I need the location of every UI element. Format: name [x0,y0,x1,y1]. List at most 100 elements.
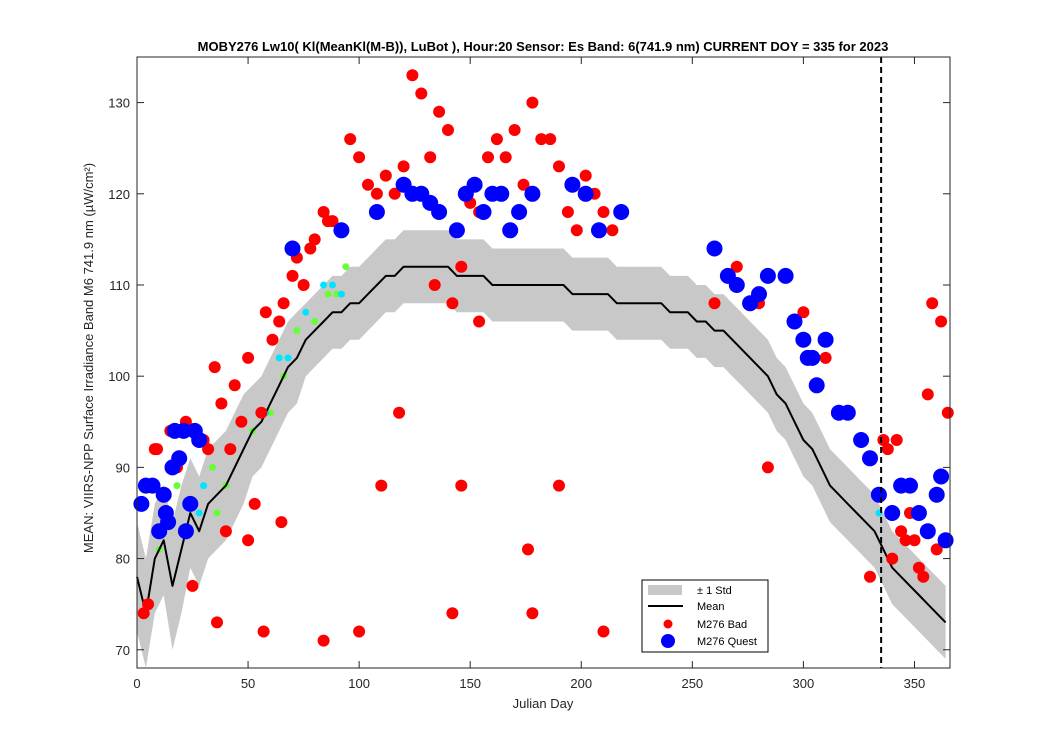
quest-point [919,523,936,540]
cyan-point [284,354,292,362]
bad-point [257,625,270,638]
quest-point [706,240,723,257]
quest-point [795,331,812,348]
bad-point [297,279,310,291]
quest-point [591,222,607,239]
bad-point [202,443,215,456]
bad-point [235,415,248,428]
cyan-point [275,354,283,362]
bad-point [344,133,357,146]
bad-point [208,361,221,374]
bad-point [308,233,321,246]
quest-point [937,532,954,549]
bad-point [397,160,410,173]
bad-point [224,443,237,456]
bad-point [406,69,419,82]
green-point [293,327,301,335]
cyan-point [195,509,203,517]
cyan-point [302,308,310,316]
bad-point [266,333,279,346]
bad-point [522,543,534,556]
bad-point [877,434,890,446]
bad-point [544,133,557,146]
bad-point [151,443,163,456]
quest-point [910,505,927,521]
quest-point [817,331,834,348]
x-tick-label: 50 [241,676,255,691]
bad-point [455,479,468,492]
green-point [342,263,350,271]
quest-point [853,432,870,448]
bad-point [326,215,339,228]
plot-area: 0 50 100 150 200 250 300 350 70 80 90 100 110 120 130 [108,56,954,691]
bad-point [930,543,943,556]
chart-title: MOBY276 Lw10( Kl(MeanKl(M-B)), LuBot ), … [198,39,889,54]
mean-line [136,265,947,624]
quest-point [493,185,510,202]
bad-point [499,151,512,164]
bad-point [921,388,934,401]
bad-point [433,105,446,118]
y-tick-label: 130 [108,96,130,111]
quest-point [171,450,188,467]
bad-point [215,397,228,410]
bad-point [819,351,832,364]
bad-point [535,133,548,146]
legend-bad-label: M276 Bad [697,619,747,631]
bad-point [446,607,459,620]
bad-point [941,406,954,419]
axes-frame [136,56,951,669]
bad-point [393,406,406,419]
quest-point [862,450,878,467]
y-tick-label: 100 [108,369,130,384]
bad-point [908,534,921,547]
green-point [324,290,332,298]
bad-point [597,206,610,218]
quest-point [191,432,208,448]
bad-point [186,579,199,592]
bad-point [553,160,565,173]
cyan-point [337,290,345,298]
bad-point [375,479,388,492]
bad-point [353,625,366,638]
green-point [173,482,181,490]
quest-point [902,477,918,494]
bad-point [708,297,721,310]
quest-point [777,267,794,284]
bad-point [317,634,330,647]
bad-point [881,443,894,456]
quest-point [160,514,177,531]
bad-point [415,87,428,100]
bad-point [137,607,150,620]
cyan-point [329,281,336,289]
quest-point [502,222,519,239]
bad-point [899,534,912,547]
quest-point [475,204,492,220]
green-point [213,509,221,517]
legend: ± 1 Std Mean M276 Bad M276 Quest [641,579,769,653]
quest-point [933,468,950,485]
bad-point [442,124,454,136]
quest-point [466,176,483,193]
bad-point [490,133,503,146]
quest-point [155,486,172,503]
quest-point [448,222,465,239]
bad-point [864,570,876,583]
bad-point [424,151,437,164]
bad-point [259,306,272,319]
bad-point [895,525,908,538]
y-tick-label: 80 [116,552,130,567]
quest-point [133,495,150,512]
legend-std-swatch [648,585,682,595]
bad-point [730,260,743,273]
bad-point [912,561,925,574]
bad-point [248,497,261,510]
bad-point [275,516,288,529]
legend-mean-label: Mean [697,601,725,613]
bad-point [597,625,610,638]
bad-point [508,124,521,136]
bad-point [379,169,392,182]
quest-point [728,277,745,293]
bad-point [761,461,774,474]
